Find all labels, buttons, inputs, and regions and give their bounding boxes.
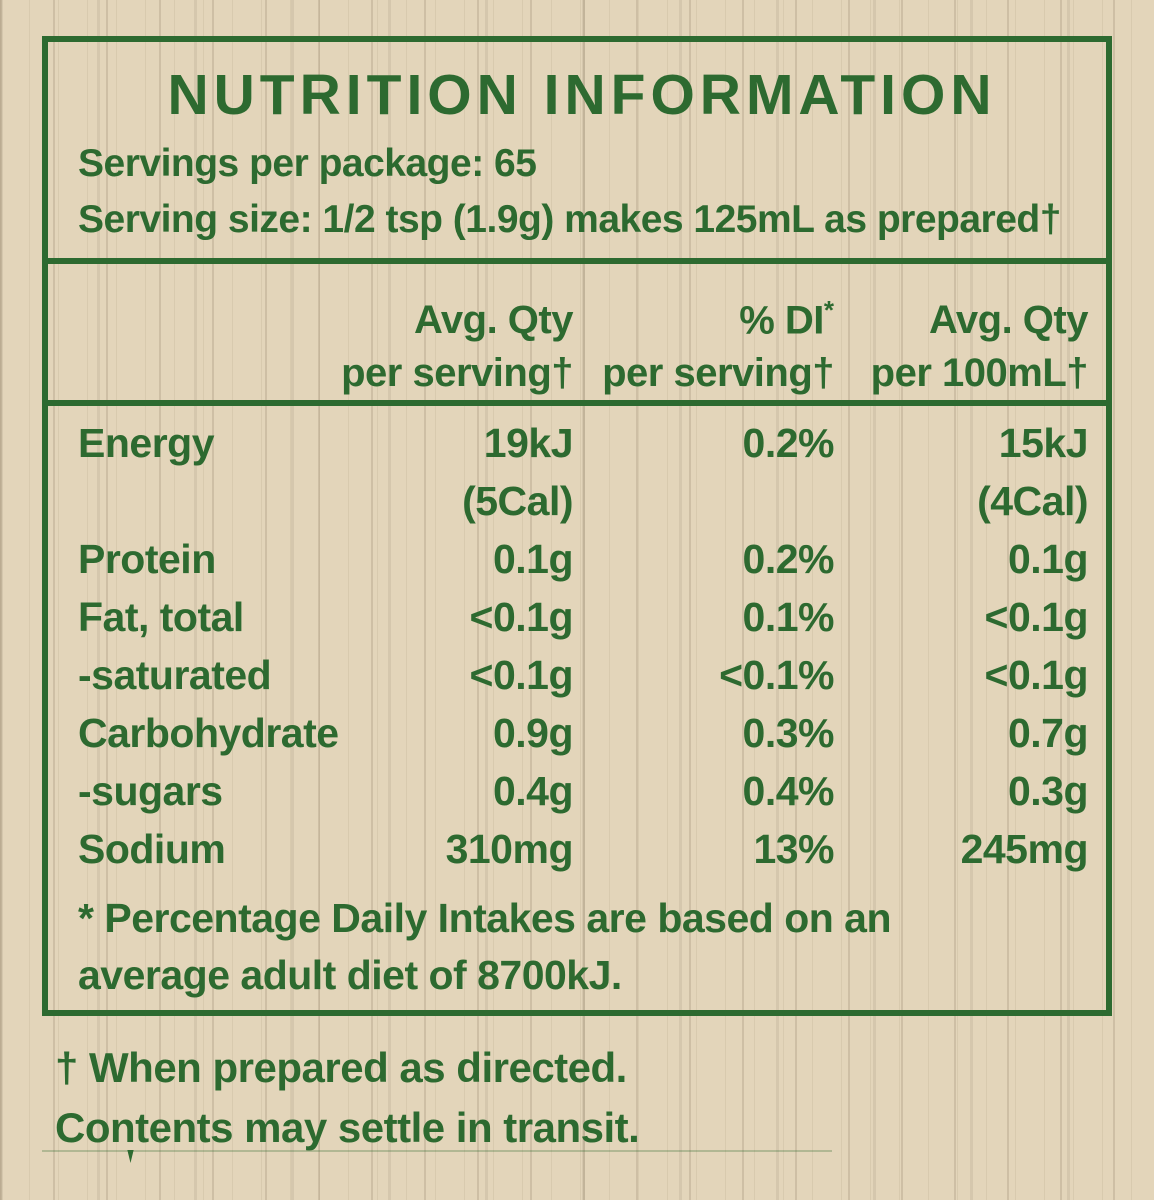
nutrition-panel: NUTRITION INFORMATION Servings per packa… (42, 36, 1112, 1016)
value-per-100ml: 0.7g (1007, 710, 1089, 756)
nutrient-label: Carbohydrate (78, 710, 339, 756)
value-pct-di: 0.3% (742, 710, 835, 756)
column-header-pct-di: % DI* per serving† (602, 294, 834, 395)
table-row-fat-total: Fat, total <0.1g 0.1% <0.1g (48, 588, 1106, 646)
value-per-100ml: <0.1g (984, 652, 1089, 698)
value-per-serving: 310mg (445, 826, 574, 872)
value-pct-di: 0.2% (742, 420, 835, 466)
daily-intake-footnote: * Percentage Daily Intakes are based on … (78, 895, 892, 998)
table-row-energy: Energy 19kJ (5Cal) 0.2% 15kJ (4Cal) (48, 414, 1106, 530)
servings-per-package: Servings per package: 65 (78, 142, 537, 185)
value-per-100ml: 0.1g (1007, 536, 1089, 582)
value-pct-di: 13% (753, 826, 834, 872)
nutrient-label: Fat, total (78, 594, 244, 640)
asterisk-superscript: * (823, 294, 834, 325)
table-row-saturated: -saturated <0.1g <0.1% <0.1g (48, 646, 1106, 704)
column-headers: Avg. Qty per serving† % DI* per serving†… (48, 264, 1106, 400)
value-pct-di: 0.1% (742, 594, 835, 640)
nutrient-label: Energy (78, 420, 215, 466)
value-per-serving: 0.4g (492, 768, 574, 814)
below-panel-notes: † When prepared as directed. Contents ma… (55, 1038, 640, 1158)
value-per-serving: 19kJ (5Cal) (462, 420, 573, 524)
table-row-sodium: Sodium 310mg 13% 245mg (48, 820, 1106, 878)
panel-title: NUTRITION INFORMATION (167, 63, 997, 127)
table-row-protein: Protein 0.1g 0.2% 0.1g (48, 530, 1106, 588)
nutrient-label: Protein (78, 536, 216, 582)
column-header-avg-qty-100ml: Avg. Qty per 100mL† (870, 298, 1089, 395)
table-row-carbohydrate: Carbohydrate 0.9g 0.3% 0.7g (48, 704, 1106, 762)
nutrient-rows: Energy 19kJ (5Cal) 0.2% 15kJ (4Cal) Prot… (48, 406, 1106, 878)
serving-size: Serving size: 1/2 tsp (1.9g) makes 125mL… (78, 198, 1061, 241)
note-when-prepared: † When prepared as directed. (55, 1044, 627, 1091)
nutrient-label: Sodium (78, 826, 226, 872)
nutrient-label: -sugars (78, 768, 223, 814)
column-header-avg-qty-serving: Avg. Qty per serving† (341, 298, 573, 395)
nutrition-panel-inner: NUTRITION INFORMATION Servings per packa… (48, 42, 1106, 1010)
value-per-100ml: <0.1g (984, 594, 1089, 640)
value-per-100ml: 0.3g (1007, 768, 1089, 814)
value-pct-di: 0.2% (742, 536, 835, 582)
value-per-serving: <0.1g (469, 594, 574, 640)
value-per-100ml: 15kJ (4Cal) (977, 420, 1088, 524)
note-contents-settle: Contents may settle in transit. (55, 1104, 640, 1151)
value-per-serving: 0.9g (492, 710, 574, 756)
nutrient-label: -saturated (78, 652, 272, 698)
next-panel-top-edge (42, 1150, 832, 1152)
value-per-100ml: 245mg (960, 826, 1089, 872)
value-per-serving: <0.1g (469, 652, 574, 698)
value-pct-di: 0.4% (742, 768, 835, 814)
panel-header: NUTRITION INFORMATION Servings per packa… (48, 42, 1106, 258)
table-row-sugars: -sugars 0.4g 0.4% 0.3g (48, 762, 1106, 820)
value-pct-di: <0.1% (719, 652, 834, 698)
value-per-serving: 0.1g (492, 536, 574, 582)
